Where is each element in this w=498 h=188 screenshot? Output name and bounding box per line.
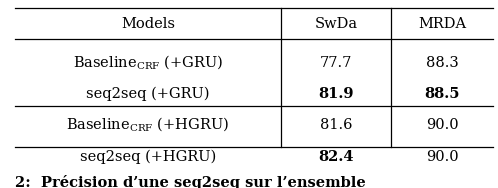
Text: 82.4: 82.4 <box>318 150 354 164</box>
Text: Baseline$_{\mathregular{CRF}}$ (+HGRU): Baseline$_{\mathregular{CRF}}$ (+HGRU) <box>67 116 230 134</box>
Text: 88.5: 88.5 <box>424 87 460 101</box>
Text: seq2seq (+HGRU): seq2seq (+HGRU) <box>80 150 216 164</box>
Text: SwDa: SwDa <box>315 17 358 31</box>
Text: Baseline$_{\mathregular{CRF}}$ (+GRU): Baseline$_{\mathregular{CRF}}$ (+GRU) <box>73 54 224 72</box>
Text: 77.7: 77.7 <box>320 56 353 70</box>
Text: 2:  Précision d’une seq2seq sur l’ensemble: 2: Précision d’une seq2seq sur l’ensembl… <box>15 175 366 188</box>
Text: 90.0: 90.0 <box>426 150 458 164</box>
Text: Models: Models <box>121 17 175 31</box>
Text: 81.9: 81.9 <box>318 87 354 101</box>
Text: MRDA: MRDA <box>418 17 466 31</box>
Text: 88.3: 88.3 <box>426 56 458 70</box>
Text: 90.0: 90.0 <box>426 118 458 132</box>
Text: 81.6: 81.6 <box>320 118 353 132</box>
Text: seq2seq (+GRU): seq2seq (+GRU) <box>87 87 210 101</box>
